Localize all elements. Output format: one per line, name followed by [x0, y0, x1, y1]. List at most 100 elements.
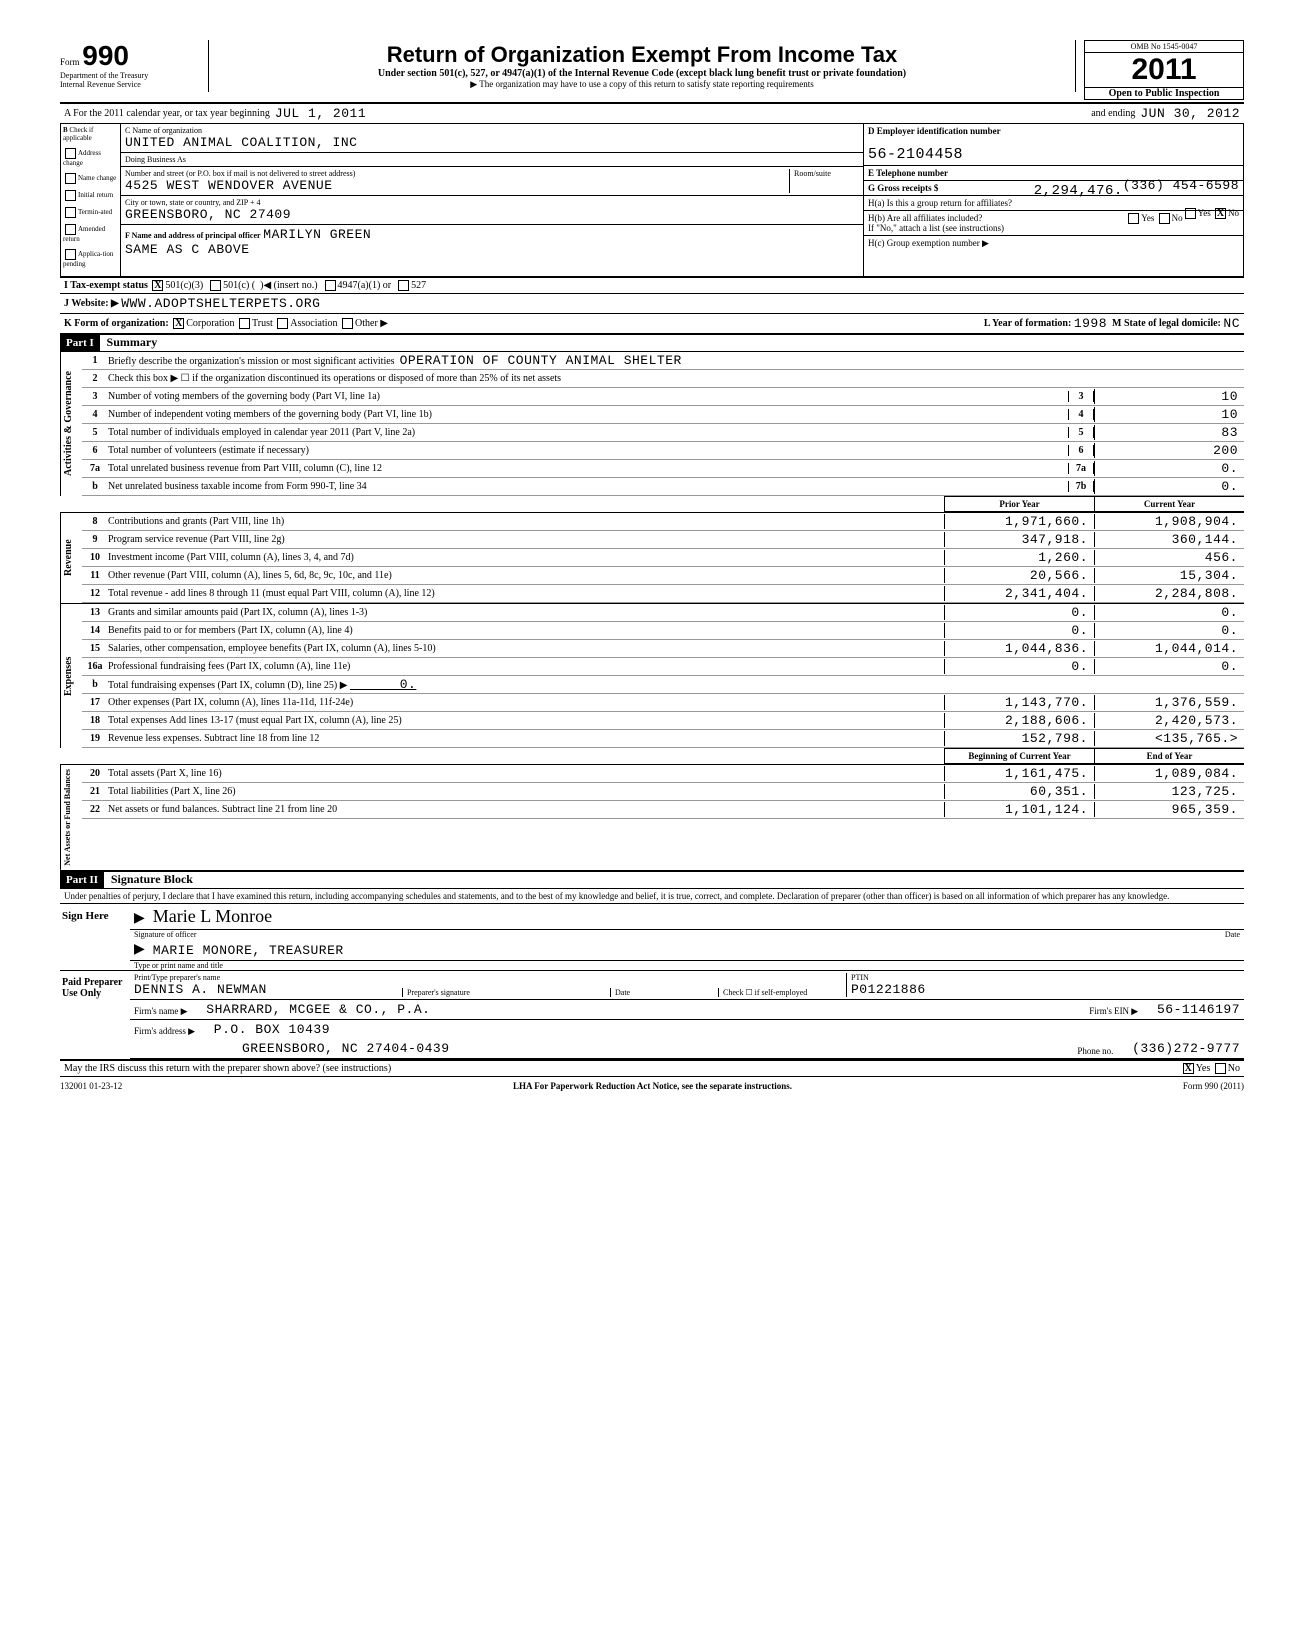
footer-lha: LHA For Paperwork Reduction Act Notice, … — [513, 1081, 792, 1091]
chk-corp[interactable]: X — [173, 318, 184, 329]
open-inspection: Open to Public Inspection — [1085, 88, 1243, 99]
chk-other[interactable] — [342, 318, 353, 329]
chk-name-change[interactable] — [65, 173, 76, 184]
chk-hb-yes[interactable] — [1128, 213, 1139, 224]
chk-discuss-yes[interactable]: X — [1183, 1063, 1194, 1074]
g-label: G Gross receipts $ — [868, 183, 938, 193]
dept-irs: Internal Revenue Service — [60, 81, 141, 90]
form-id-box: Form 990 Department of the Treasury Inte… — [60, 40, 200, 90]
website-url: WWW.ADOPTSHELTERPETS.ORG — [121, 296, 320, 311]
mission-text: OPERATION OF COUNTY ANIMAL SHELTER — [400, 353, 682, 368]
e-label: E Telephone number — [868, 168, 948, 178]
officer-addr: SAME AS C ABOVE — [125, 242, 250, 257]
year-formation: 1998 — [1074, 316, 1107, 331]
officer-printed-name: MARIE MONORE, TREASURER — [153, 943, 344, 958]
chk-527[interactable] — [398, 280, 409, 291]
form-header: Form 990 Department of the Treasury Inte… — [60, 40, 1244, 100]
ein: 56-2104458 — [868, 146, 963, 163]
chk-trust[interactable] — [239, 318, 250, 329]
chk-4947[interactable] — [325, 280, 336, 291]
title-block: Return of Organization Exempt From Incom… — [208, 40, 1076, 92]
chk-ha-yes[interactable] — [1185, 208, 1196, 219]
hdr-prior-year: Prior Year — [944, 496, 1094, 512]
chk-application-pending[interactable] — [65, 249, 76, 260]
part2-header: Part II — [60, 872, 104, 888]
row-a-tax-year: A For the 2011 calendar year, or tax yea… — [60, 102, 1244, 123]
side-expenses: Expenses — [60, 604, 82, 748]
side-net-assets: Net Assets or Fund Balances — [60, 765, 82, 870]
chk-terminated[interactable] — [65, 207, 76, 218]
chk-address-change[interactable] — [65, 148, 76, 159]
entity-info-grid: B Check if applicable Address change Nam… — [60, 123, 1244, 277]
col-b-checkboxes: B Check if applicable Address change Nam… — [61, 124, 121, 276]
hc-label: H(c) Group exemption number ▶ — [868, 238, 989, 248]
discuss-question: May the IRS discuss this return with the… — [64, 1063, 391, 1074]
hb-label: H(b) Are all affiliates included? — [868, 213, 982, 223]
hdr-begin-year: Beginning of Current Year — [944, 748, 1094, 764]
page-footer: 132001 01-23-12 LHA For Paperwork Reduct… — [60, 1081, 1244, 1091]
part-1: Part I Summary Activities & Governance 1… — [60, 335, 1244, 872]
chk-501c3[interactable]: X — [152, 280, 163, 291]
form-subtitle: Under section 501(c), 527, or 4947(a)(1)… — [217, 68, 1067, 79]
row-a-mid: and ending — [1091, 108, 1135, 119]
firm-addr1: P.O. BOX 10439 — [214, 1022, 330, 1037]
dba-label: Doing Business As — [125, 155, 186, 164]
arrow-icon: ▶ — [134, 910, 145, 927]
chk-hb-no[interactable] — [1159, 213, 1170, 224]
omb-number: OMB No 1545-0047 — [1085, 41, 1243, 53]
chk-discuss-no[interactable] — [1215, 1063, 1226, 1074]
hdr-end-year: End of Year — [1094, 748, 1244, 764]
org-city: GREENSBORO, NC 27409 — [125, 207, 859, 222]
state-domicile: NC — [1223, 316, 1240, 331]
firm-name: SHARRARD, MCGEE & CO., P.A. — [206, 1002, 430, 1017]
k-line-form-org: K Form of organization: XCorporation Tru… — [60, 313, 1244, 335]
col-c-org-info: C Name of organization UNITED ANIMAL COA… — [121, 124, 863, 276]
officer-name: MARILYN GREEN — [263, 227, 371, 242]
footer-form: Form 990 (2011) — [1183, 1081, 1244, 1091]
org-address: 4525 WEST WENDOVER AVENUE — [125, 178, 789, 193]
c-name-label: C Name of organization — [125, 126, 859, 135]
f-label: F Name and address of principal officer — [125, 231, 261, 240]
firm-ein: 56-1146197 — [1157, 1002, 1240, 1017]
d-label: D Employer identification number — [868, 126, 1001, 136]
j-line-website: J Website: ▶ WWW.ADOPTSHELTERPETS.ORG — [60, 293, 1244, 313]
row-a-label: A For the 2011 calendar year, or tax yea… — [64, 108, 270, 119]
year-box: OMB No 1545-0047 2011 Open to Public Ins… — [1084, 40, 1244, 100]
officer-signature: Marie L Monroe — [153, 906, 272, 927]
room-label: Room/suite — [794, 169, 859, 178]
year-begin: JUL 1, 2011 — [275, 106, 366, 121]
chk-501c[interactable] — [210, 280, 221, 291]
sign-here-label: Sign Here — [60, 904, 130, 970]
form-label: Form — [60, 57, 80, 67]
paid-preparer-label: Paid Preparer Use Only — [60, 971, 130, 1059]
hdr-current-year: Current Year — [1094, 496, 1244, 512]
year-end: JUN 30, 2012 — [1140, 106, 1240, 121]
gross-receipts: 2,294,476. — [1034, 183, 1123, 199]
side-revenue: Revenue — [60, 513, 82, 603]
arrow-icon: ▶ — [134, 941, 145, 958]
part1-title: Summary — [103, 333, 162, 351]
i-line-tax-status: I Tax-exempt status X501(c)(3) 501(c) ( … — [60, 277, 1244, 293]
org-name: UNITED ANIMAL COALITION, INC — [125, 135, 859, 150]
part2-title: Signature Block — [107, 870, 197, 888]
city-label: City or town, state or country, and ZIP … — [125, 198, 859, 207]
addr-label: Number and street (or P.O. box if mail i… — [125, 169, 789, 178]
chk-ha-no[interactable]: X — [1215, 208, 1226, 219]
perjury-statement: Under penalties of perjury, I declare th… — [60, 888, 1244, 903]
tax-year: 2011 — [1085, 53, 1243, 88]
form-note: ▶ The organization may have to use a cop… — [217, 79, 1067, 90]
chk-initial-return[interactable] — [65, 190, 76, 201]
col-right-ids: D Employer identification number 56-2104… — [863, 124, 1243, 276]
footer-code: 132001 01-23-12 — [60, 1081, 122, 1091]
chk-assoc[interactable] — [277, 318, 288, 329]
preparer-name: DENNIS A. NEWMAN — [134, 982, 267, 997]
hb-note: If "No," attach a list (see instructions… — [868, 223, 1004, 233]
part1-header: Part I — [60, 335, 100, 351]
ha-label: H(a) Is this a group return for affiliat… — [868, 198, 1012, 208]
phone: (336) 454-6598 — [1123, 178, 1239, 193]
chk-amended[interactable] — [65, 224, 76, 235]
form-number: 990 — [82, 40, 129, 71]
ptin: P01221886 — [851, 982, 926, 997]
firm-addr2: GREENSBORO, NC 27404-0439 — [242, 1041, 450, 1056]
form-title: Return of Organization Exempt From Incom… — [217, 42, 1067, 68]
